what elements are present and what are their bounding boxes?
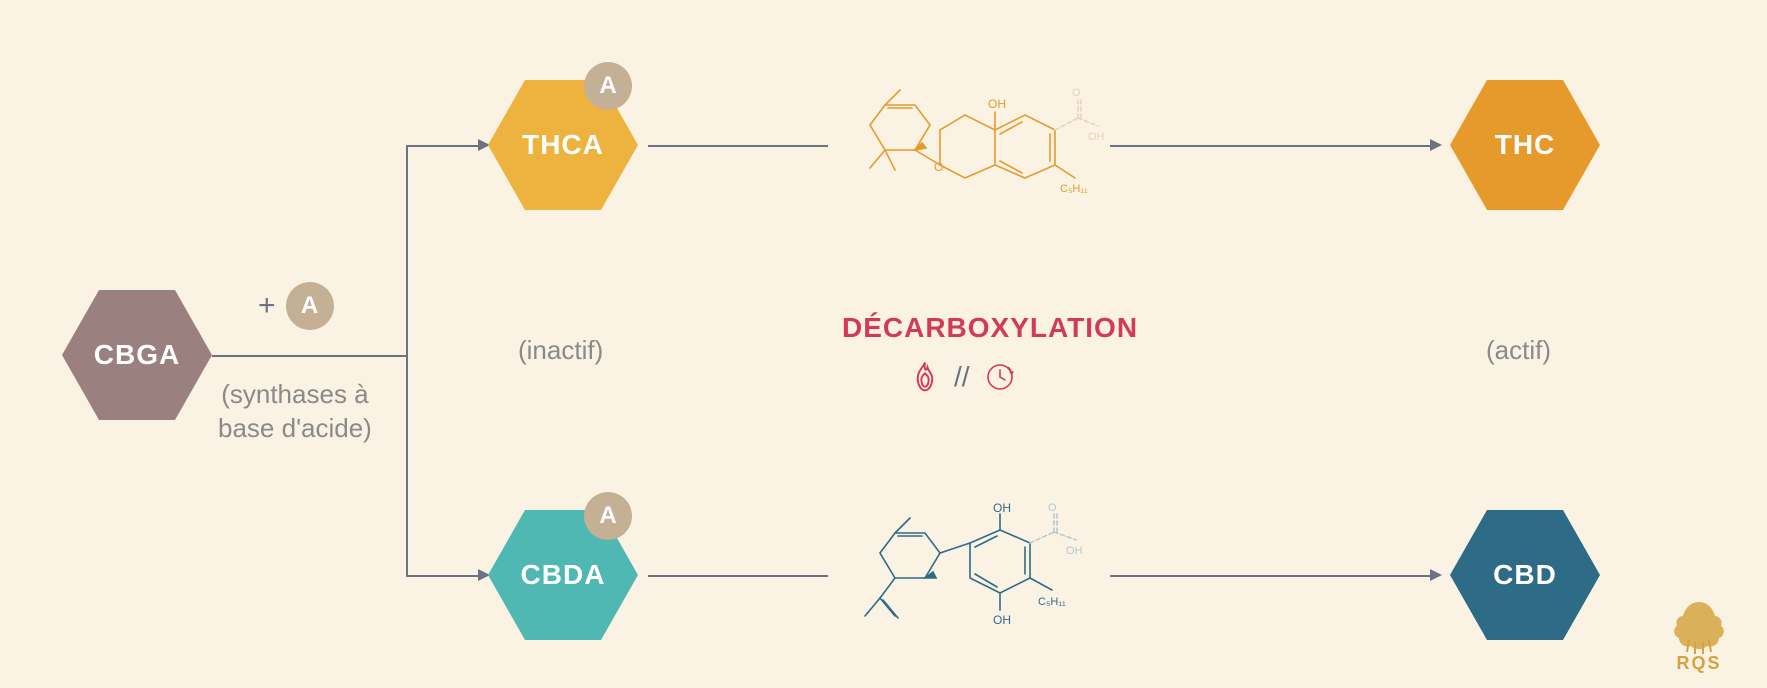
svg-text:OH: OH (1066, 545, 1083, 557)
line-cbga-out (212, 355, 407, 357)
svg-text:O: O (1048, 502, 1057, 514)
svg-text:OH: OH (993, 501, 1011, 515)
svg-text:C₅H₁₁: C₅H₁₁ (1038, 596, 1066, 608)
svg-text:OH: OH (993, 613, 1011, 627)
svg-text:OH: OH (988, 97, 1006, 111)
svg-text:OH: OH (1088, 131, 1105, 143)
label-synthases: (synthases à base d'acide) (218, 378, 372, 446)
hex-cbda-label: CBDA (521, 559, 606, 591)
a-badge-cbda-text: A (599, 502, 616, 530)
line-branch-down-v (406, 355, 408, 575)
label-inactif: (inactif) (518, 334, 603, 368)
label-inactif-text: (inactif) (518, 335, 603, 365)
svg-text:O: O (934, 160, 943, 174)
hex-cbga-label: CBGA (94, 339, 180, 371)
clock-icon (984, 361, 1016, 393)
a-badge-inline-text: A (301, 292, 318, 320)
line-cbda-mol (648, 575, 828, 577)
a-badge-thca-text: A (599, 72, 616, 100)
decarb-icons: // (910, 360, 1016, 394)
title-decarboxylation: DÉCARBOXYLATION (842, 312, 1138, 344)
plus-sign: + (258, 289, 276, 323)
svg-text:C₅H₁₁: C₅H₁₁ (1060, 183, 1088, 195)
molecule-thca: O OH C₅H₁₁ O OH (830, 70, 1110, 225)
line-branch-up-h (406, 145, 478, 147)
hex-thc: THC (1450, 80, 1600, 210)
hex-cbda: CBDA A (488, 510, 638, 640)
a-badge-thca: A (584, 62, 632, 110)
a-badge-inline: A (286, 282, 334, 330)
hex-cbga: CBGA (62, 290, 212, 420)
arrow-to-cbd (1430, 569, 1442, 581)
line-branch-down-h (406, 575, 478, 577)
hex-thc-label: THC (1495, 129, 1556, 161)
label-actif: (actif) (1486, 334, 1551, 368)
line-mol-thc (1110, 145, 1430, 147)
line-branch-up-v (406, 145, 408, 356)
label-synthases-l1: (synthases à (221, 379, 368, 409)
a-badge-cbda: A (584, 492, 632, 540)
title-decarboxylation-text: DÉCARBOXYLATION (842, 312, 1138, 343)
brand-logo-text: RQS (1676, 653, 1721, 673)
plus-a-group: + A (258, 282, 334, 330)
hex-thca-label: THCA (522, 129, 604, 161)
hex-cbd: CBD (1450, 510, 1600, 640)
hex-thca: THCA A (488, 80, 638, 210)
slash-separator: // (954, 361, 970, 393)
svg-text:O: O (1072, 87, 1081, 99)
hex-cbd-label: CBD (1493, 559, 1557, 591)
line-mol-cbd (1110, 575, 1430, 577)
brand-logo: RQS (1659, 596, 1739, 674)
line-thca-mol (648, 145, 828, 147)
flame-icon (910, 360, 940, 394)
label-synthases-l2: base d'acide) (218, 413, 372, 443)
molecule-cbda: OH OH C₅H₁₁ O OH (830, 498, 1110, 663)
lion-icon (1659, 596, 1739, 656)
arrow-to-thc (1430, 139, 1442, 151)
label-actif-text: (actif) (1486, 335, 1551, 365)
